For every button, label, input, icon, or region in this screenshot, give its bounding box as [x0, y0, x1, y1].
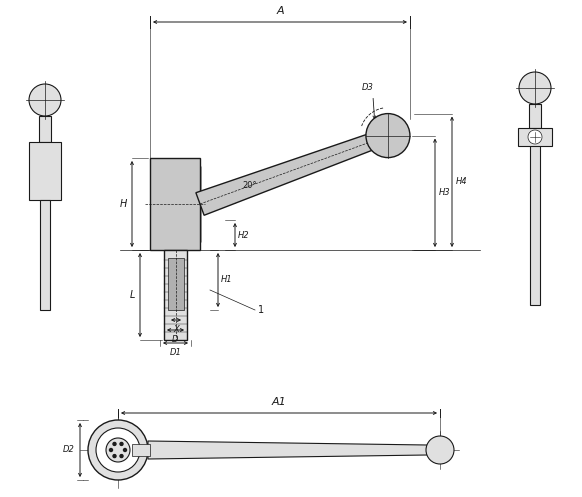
Bar: [132, 444, 150, 456]
Text: H3: H3: [439, 188, 450, 197]
Text: H1: H1: [221, 275, 233, 284]
Circle shape: [106, 438, 130, 462]
Bar: [530, 128, 540, 305]
Text: A: A: [276, 6, 284, 16]
Circle shape: [88, 420, 148, 480]
Bar: [168, 258, 184, 310]
Circle shape: [123, 448, 126, 451]
Text: D1: D1: [169, 348, 182, 357]
Text: A1: A1: [272, 397, 286, 407]
Circle shape: [120, 455, 123, 458]
Circle shape: [120, 442, 123, 445]
Polygon shape: [148, 441, 427, 459]
Circle shape: [528, 130, 542, 144]
Text: D2: D2: [63, 445, 75, 454]
Text: H4: H4: [456, 177, 467, 186]
Circle shape: [96, 428, 140, 472]
Circle shape: [113, 455, 116, 458]
Bar: [29, 142, 61, 200]
Bar: [164, 250, 187, 340]
Text: D: D: [172, 335, 179, 344]
Circle shape: [109, 448, 112, 451]
Text: H: H: [120, 199, 127, 209]
Text: 20°: 20°: [242, 181, 257, 190]
Circle shape: [519, 72, 551, 104]
Bar: [518, 128, 552, 146]
Bar: [39, 116, 51, 142]
Text: 1: 1: [258, 305, 264, 315]
Circle shape: [366, 114, 410, 158]
Circle shape: [113, 442, 116, 445]
Text: L: L: [130, 290, 135, 300]
Bar: [150, 158, 200, 250]
Text: X: X: [173, 325, 179, 334]
Text: H2: H2: [238, 231, 250, 240]
Circle shape: [426, 436, 454, 464]
Bar: [529, 104, 541, 128]
Text: D3: D3: [362, 83, 374, 91]
Circle shape: [29, 84, 61, 116]
Polygon shape: [196, 128, 391, 215]
Bar: [40, 200, 50, 310]
